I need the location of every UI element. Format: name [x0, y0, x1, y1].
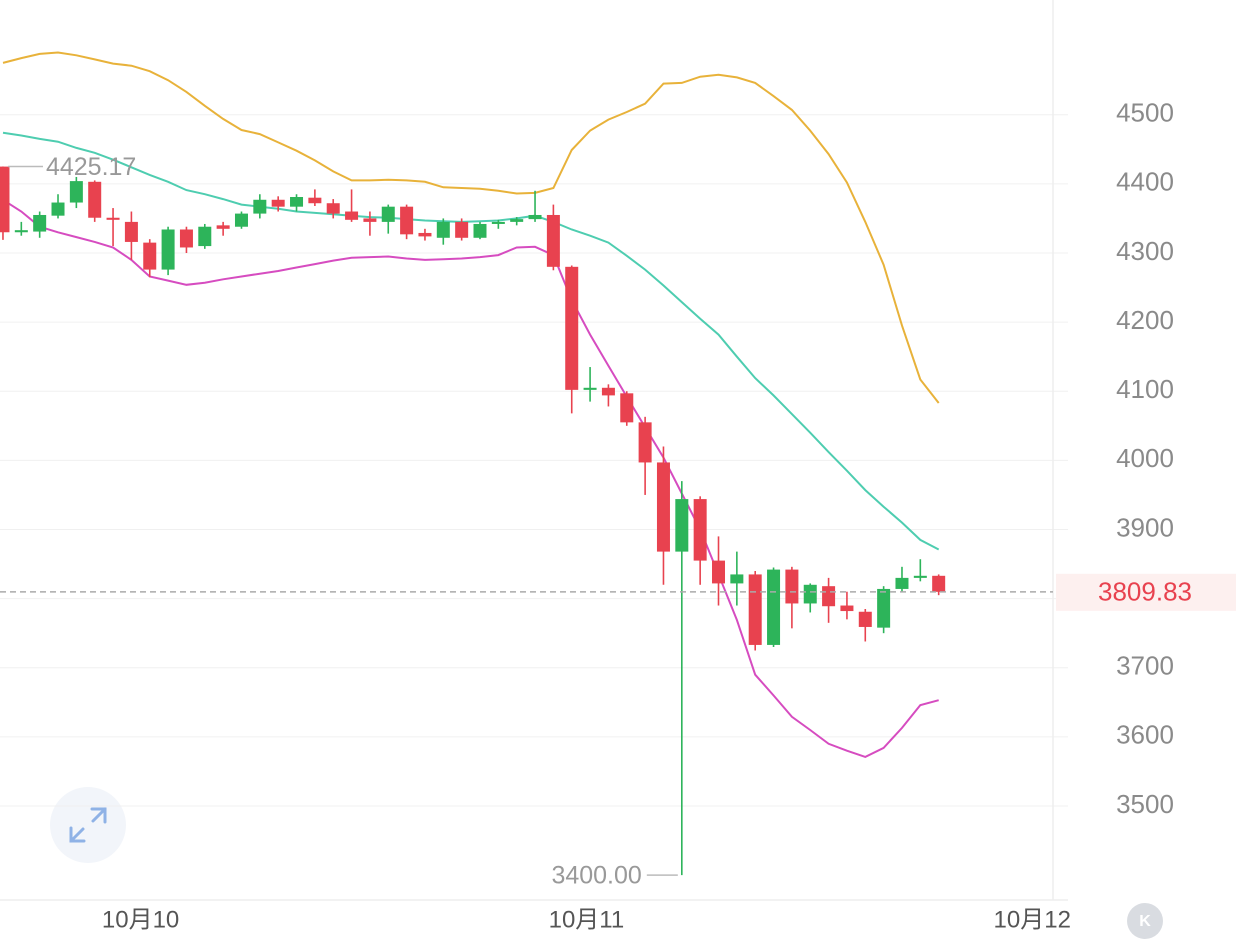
- candle-body: [693, 499, 707, 561]
- candle-body: [106, 217, 120, 220]
- candle-body: [326, 203, 340, 214]
- expand-button[interactable]: [50, 787, 126, 863]
- x-tick-label: 10月12: [994, 906, 1071, 933]
- candle-body: [638, 422, 652, 463]
- candle-body: [345, 211, 359, 220]
- k-circle: [1127, 903, 1163, 939]
- max-label: 4425.17: [46, 153, 136, 181]
- candle-body: [14, 230, 28, 233]
- candle-body: [656, 462, 670, 552]
- candle-body: [510, 219, 524, 222]
- band-line: [2, 51, 940, 404]
- candle-body: [363, 218, 377, 222]
- candle-body: [620, 393, 634, 423]
- y-tick-label: 3600: [1116, 720, 1174, 750]
- candle-body: [124, 221, 138, 242]
- plot: [0, 51, 946, 876]
- candle-body: [381, 206, 395, 222]
- min-label: 3400.00: [551, 862, 641, 890]
- candle-body: [767, 569, 781, 645]
- candle-body: [840, 605, 854, 612]
- band-line: [2, 198, 939, 758]
- y-tick-label: 4500: [1116, 98, 1174, 128]
- candle-body: [822, 586, 836, 607]
- candle-body: [528, 214, 542, 220]
- candle-body: [748, 574, 762, 645]
- y-tick-label: 3700: [1116, 651, 1174, 681]
- candle-body: [143, 242, 157, 270]
- candle-body: [253, 199, 267, 214]
- candle-body: [601, 387, 615, 396]
- band-line: [2, 131, 940, 551]
- candle-body: [216, 225, 230, 229]
- candle-body: [546, 214, 560, 267]
- candle-body: [583, 387, 597, 390]
- candle-body: [877, 588, 891, 628]
- candle-body: [436, 221, 450, 238]
- candle-body: [33, 214, 47, 232]
- candle-body: [565, 266, 579, 390]
- y-tick-label: 4400: [1116, 167, 1174, 197]
- candle-body: [271, 199, 285, 207]
- last-price-label: 3809.83: [1098, 577, 1192, 607]
- y-tick-label: 3500: [1116, 789, 1174, 819]
- candle-body: [51, 202, 65, 216]
- candle-body: [88, 181, 102, 218]
- x-tick-label: 10月11: [549, 906, 625, 933]
- y-tick-label: 4200: [1116, 305, 1174, 335]
- y-tick-label: 4100: [1116, 374, 1174, 404]
- candle-body: [712, 560, 726, 584]
- candle-body: [803, 584, 817, 604]
- y-tick-label: 4300: [1116, 236, 1174, 266]
- candle-body: [932, 575, 946, 592]
- candle-body: [858, 611, 872, 627]
- candle-body: [400, 206, 414, 235]
- expand-icon: [69, 807, 107, 843]
- x-tick-label: 10月10: [102, 906, 179, 933]
- candle-body: [290, 197, 304, 207]
- candle-body: [675, 499, 689, 552]
- candle-body: [198, 226, 212, 247]
- candle-body: [473, 223, 487, 238]
- candle-body: [179, 229, 193, 248]
- k-button[interactable]: K: [1127, 903, 1163, 939]
- candle-body: [491, 221, 505, 224]
- candle-body: [308, 197, 322, 204]
- candle-body: [69, 181, 83, 203]
- candle-body: [161, 229, 175, 270]
- y-tick-label: 3900: [1116, 512, 1174, 542]
- candle-body: [785, 569, 799, 604]
- k-label: K: [1139, 913, 1151, 930]
- candle-body: [455, 221, 469, 238]
- candle-body: [0, 166, 10, 233]
- candle-body: [913, 575, 927, 578]
- y-tick-label: 4000: [1116, 443, 1174, 473]
- last-price-box: [1056, 573, 1236, 611]
- candle-body: [730, 574, 744, 584]
- candle-body: [895, 577, 909, 589]
- candle-body: [234, 213, 248, 227]
- candle-body: [418, 232, 432, 237]
- expand-circle: [50, 787, 126, 863]
